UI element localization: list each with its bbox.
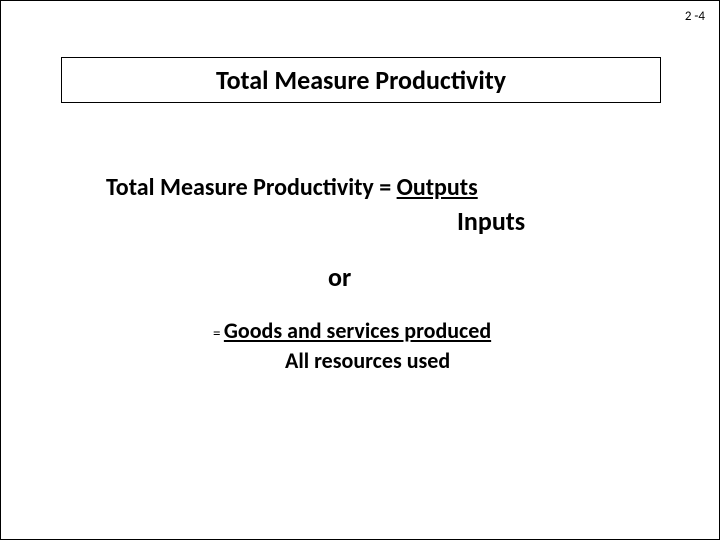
formula1-denominator: Inputs: [457, 205, 525, 237]
slide-title: Total Measure Productivity: [62, 64, 660, 96]
formula1-numerator: Outputs: [397, 173, 478, 202]
formula1-lhs: Total Measure Productivity =: [106, 173, 397, 202]
formula2-equals: =: [213, 325, 224, 343]
formula2-line: = Goods and services produced: [213, 317, 491, 344]
formula2-numerator: Goods and services produced: [224, 317, 491, 344]
title-box: Total Measure Productivity: [61, 57, 661, 103]
formula1-left: Total Measure Productivity = Outputs: [106, 173, 478, 202]
connector-or: or: [328, 261, 351, 293]
page-number: 2 -4: [685, 9, 705, 24]
formula2-denominator: All resources used: [285, 347, 450, 374]
